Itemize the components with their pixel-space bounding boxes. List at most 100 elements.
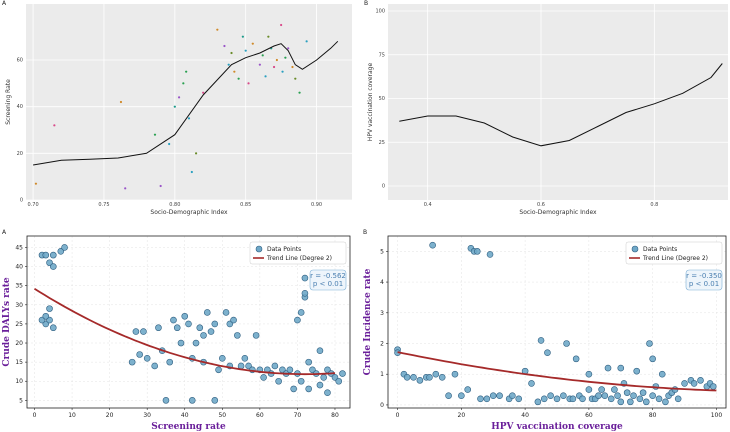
data-point	[585, 370, 593, 378]
data-point	[486, 251, 494, 258]
data-point	[662, 398, 669, 406]
data-point	[630, 392, 637, 400]
y-axis-label: Screening Rate	[5, 79, 12, 125]
data-point	[251, 42, 254, 45]
data-point	[155, 324, 162, 332]
data-point	[61, 244, 68, 251]
data-point	[636, 395, 644, 403]
panel-label: A	[2, 0, 7, 7]
stats-p: p < 0.01	[689, 280, 719, 288]
data-point	[271, 362, 279, 370]
data-point	[128, 358, 136, 366]
data-point	[416, 377, 424, 384]
trend-line	[399, 63, 723, 147]
data-point	[185, 70, 188, 73]
data-point	[287, 47, 290, 50]
plot-background	[26, 4, 352, 200]
y-axis-label: Crude Incidence rate	[363, 268, 373, 375]
data-point	[284, 56, 287, 59]
data-point	[655, 395, 663, 403]
data-point	[572, 355, 580, 363]
data-point	[316, 381, 324, 389]
data-point	[697, 377, 704, 384]
x-axis-label: Socio-Demographic Index	[519, 209, 597, 216]
data-point	[658, 370, 666, 378]
data-point	[170, 316, 177, 324]
data-point	[339, 370, 346, 377]
data-point	[642, 398, 650, 406]
legend-marker-points	[631, 245, 639, 253]
x-tick-label: 20	[106, 412, 114, 419]
legend-marker-points	[255, 245, 263, 253]
data-point	[162, 397, 170, 404]
data-point	[200, 332, 207, 339]
plot-background	[388, 4, 728, 200]
data-point	[617, 364, 625, 372]
data-point	[690, 380, 698, 387]
y-tick-label: 20	[17, 151, 23, 157]
x-axis-label: Socio-Demographic Index	[150, 209, 228, 216]
data-point	[601, 392, 609, 400]
y-tick-label: 10	[15, 378, 23, 385]
y-tick-label: 50	[379, 96, 385, 102]
data-point	[515, 395, 523, 403]
trend-line	[34, 287, 336, 376]
data-point	[275, 58, 278, 62]
trend-line	[397, 351, 717, 392]
data-point	[260, 374, 267, 381]
data-point	[537, 337, 545, 344]
data-point	[49, 251, 57, 259]
data-point	[483, 395, 491, 403]
data-point	[316, 347, 324, 354]
data-point	[496, 392, 503, 400]
data-point	[617, 398, 625, 406]
data-point	[185, 320, 192, 328]
y-axis-label: Crude DALYs rate	[2, 277, 12, 366]
data-point	[291, 65, 294, 69]
data-point	[579, 395, 586, 403]
data-point	[181, 312, 189, 320]
x-tick-label: 0.75	[98, 202, 109, 208]
data-point	[623, 389, 631, 396]
data-point	[237, 77, 240, 80]
data-point	[196, 324, 204, 332]
data-point	[247, 82, 250, 85]
y-tick-label: 0	[382, 184, 385, 190]
data-point	[166, 358, 174, 366]
data-point	[426, 373, 433, 381]
legend-label-trend: Trend Line (Degree 2)	[642, 255, 708, 262]
y-tick-label: 2	[380, 341, 384, 348]
data-point	[272, 65, 276, 69]
data-point	[607, 395, 615, 403]
y-tick-label: 1	[380, 371, 384, 378]
data-point	[294, 77, 297, 80]
data-point	[585, 386, 593, 393]
stats-r: r = -0.562	[310, 272, 346, 280]
legend-label-points: Data Points	[643, 246, 677, 253]
data-point	[215, 366, 222, 374]
data-point	[528, 380, 535, 387]
data-point	[633, 367, 641, 375]
data-point	[222, 309, 230, 316]
x-tick-label: 0	[396, 412, 400, 419]
data-point	[211, 397, 219, 404]
data-point	[192, 339, 200, 347]
data-point	[598, 386, 605, 393]
data-point	[438, 373, 446, 381]
stats-r: r = -0.350	[686, 272, 722, 280]
data-point	[477, 395, 484, 403]
data-point	[297, 309, 305, 316]
y-tick-label: 30	[15, 302, 23, 309]
data-point	[190, 170, 193, 174]
x-tick-label: 40	[181, 412, 189, 419]
data-point	[136, 351, 143, 358]
y-tick-label: 5	[19, 397, 23, 404]
data-point	[252, 332, 260, 339]
data-point	[46, 305, 53, 312]
data-point	[429, 241, 436, 249]
data-point	[639, 389, 647, 396]
data-point	[540, 395, 548, 403]
y-tick-label: 60	[17, 58, 23, 64]
data-point	[534, 398, 542, 406]
data-point	[294, 316, 301, 324]
